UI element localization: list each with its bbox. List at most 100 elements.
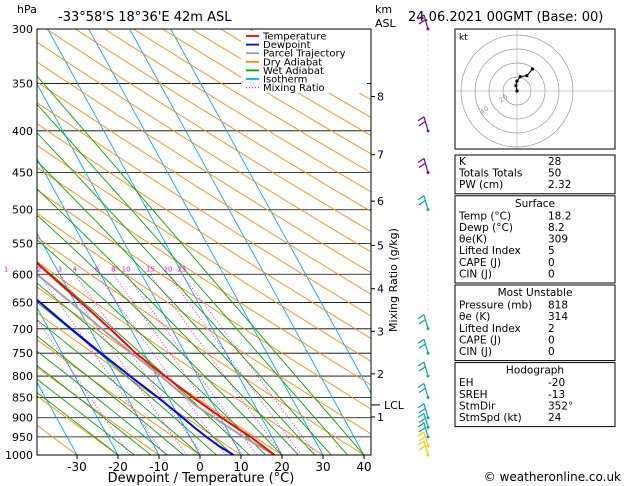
wind-barb-shaft xyxy=(423,431,429,447)
wind-barb-flag xyxy=(417,422,425,428)
surface-table-value: 0 xyxy=(548,268,555,280)
isotherm xyxy=(37,232,160,455)
pressure-tick-label: 350 xyxy=(12,78,33,91)
temperature-tick-label: 20 xyxy=(274,460,289,474)
wind-barb-shaft xyxy=(423,413,429,428)
hodograph-unit: kt xyxy=(459,33,468,43)
most-unstable-table-value: 314 xyxy=(548,311,568,323)
dry-adiabat xyxy=(133,29,371,174)
wind-barb-flag xyxy=(417,314,425,320)
wind-barb-flag xyxy=(418,319,426,325)
dry-adiabat xyxy=(37,81,371,295)
pressure-tick-label: 600 xyxy=(12,268,33,281)
mixing-ratio-line xyxy=(74,274,203,455)
wet-adiabat xyxy=(37,75,365,455)
profile-curves xyxy=(37,261,276,455)
legend-label: Isotherm xyxy=(263,75,307,86)
wind-barb-flag xyxy=(417,14,425,20)
hodograph-point xyxy=(515,79,519,83)
wind-barb-flag xyxy=(417,440,425,446)
mixing-ratio-label: 3 xyxy=(58,265,62,273)
km-tick-label: 3 xyxy=(377,325,384,338)
km-tick-label: 4 xyxy=(377,283,384,296)
wind-barb-flag xyxy=(418,436,426,442)
indices-table-label: K xyxy=(459,156,467,168)
pressure-tick-label: 950 xyxy=(12,431,33,444)
mixing-ratio-line xyxy=(96,274,227,455)
wind-barb-shaft xyxy=(423,383,429,398)
surface-table-label: CAPE (J) xyxy=(459,257,501,269)
wet-adiabat xyxy=(37,132,332,455)
pressure-tick-label: 1000 xyxy=(5,449,33,462)
surface-table-title: Surface xyxy=(515,198,555,210)
wind-barbs xyxy=(417,14,430,457)
wind-barb-flag xyxy=(418,19,426,25)
wet-adiabat xyxy=(37,103,348,455)
wind-barb-flag xyxy=(417,116,425,122)
mixing-ratio-labels: 1 2 3 4 6 8 10 15 20 25 xyxy=(4,265,187,273)
km-tick-label: 8 xyxy=(377,90,384,103)
dry-adiabat xyxy=(37,123,371,339)
wind-barb-shaft xyxy=(423,195,429,210)
wind-barb-flag xyxy=(418,343,426,349)
surface-table-label: Lifted Index xyxy=(459,245,521,257)
temperature-tick-label: 10 xyxy=(233,460,248,474)
pressure-tick-label: 450 xyxy=(12,166,33,179)
legend-label: Temperature xyxy=(262,32,326,43)
wind-barb-base xyxy=(426,395,430,399)
forecast-datetime: 24.06.2021 00GMT (Base: 00) xyxy=(408,10,603,25)
indices-table-label: Totals Totals xyxy=(458,168,522,180)
hodograph-point xyxy=(518,75,522,79)
most-unstable-table-value: 818 xyxy=(548,300,568,312)
mixing-ratio-line xyxy=(149,274,283,455)
pressure-tick-label: 400 xyxy=(12,125,33,138)
mixing-ratio-label: 8 xyxy=(111,265,115,273)
surface-table-value: 309 xyxy=(548,234,568,246)
wind-barb-base xyxy=(426,416,430,420)
wind-barb-flag xyxy=(417,361,425,367)
dewpoint-line xyxy=(37,298,235,455)
wet-adiabat xyxy=(37,378,135,455)
wind-barb-shaft xyxy=(423,158,429,173)
hpa-axis-unit: hPa xyxy=(17,3,37,16)
wet-adiabat xyxy=(37,160,316,455)
wind-barb-flag xyxy=(418,427,426,433)
temperature-tick-label: -20 xyxy=(108,460,128,474)
pressure-tick-label: 850 xyxy=(12,391,33,404)
wind-barb-shaft xyxy=(423,14,429,30)
hodograph-table-value: 352° xyxy=(548,400,573,412)
dry-adiabat xyxy=(37,166,371,386)
legend-label: Parcel Trajectory xyxy=(263,49,346,60)
pressure-tick-label: 300 xyxy=(12,23,33,36)
dry-adiabat xyxy=(37,189,371,410)
surface-table-label: Dewp (°C) xyxy=(459,222,513,234)
wind-barb-flag xyxy=(417,412,425,418)
wind-barb-flag xyxy=(417,431,425,437)
dry-adiabat xyxy=(37,312,242,455)
mixing-ratio-line xyxy=(112,274,244,455)
isotherm xyxy=(37,157,201,455)
surface-table-label: CIN (J) xyxy=(459,268,492,280)
temperature-tick-label: 0 xyxy=(196,460,204,474)
surface-table-label: θe(K) xyxy=(459,234,487,246)
hodograph-table-label: StmDir xyxy=(459,400,496,412)
most-unstable-table xyxy=(454,284,616,362)
surface-table-value: 5 xyxy=(548,245,555,257)
surface-table-label: Temp (°C) xyxy=(458,210,511,222)
pressure-axis: 300 350 400 450 500 550 600 650 700 750 800 850 900 9… xyxy=(5,23,33,462)
wind-barb-flag xyxy=(417,403,425,409)
station-location: -33°58'S 18°36'E 42m ASL xyxy=(58,10,232,25)
wet-adiabat xyxy=(37,239,266,455)
most-unstable-table-value: 0 xyxy=(548,346,555,358)
dry-adiabat xyxy=(45,29,371,232)
hodograph-table-value: -13 xyxy=(548,389,565,401)
temperature-tick-label: -30 xyxy=(67,460,87,474)
mixing-ratio-label: 20 xyxy=(164,265,173,273)
km-tick-label: 6 xyxy=(377,195,384,208)
dry-adiabat xyxy=(37,61,371,274)
mixing-ratio-label: 1 xyxy=(4,265,8,273)
most-unstable-table-label: Pressure (mb) xyxy=(459,300,532,312)
dry-adiabat xyxy=(37,41,371,253)
